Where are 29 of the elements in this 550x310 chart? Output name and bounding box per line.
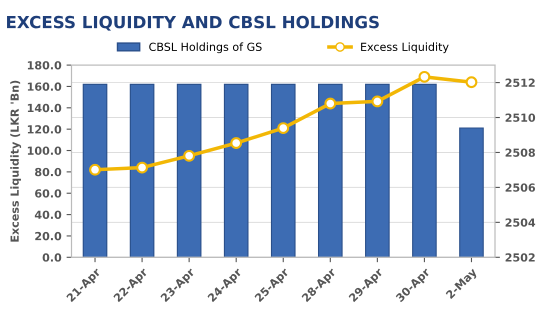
y2-tick-label: 2508: [506, 148, 535, 157]
legend-label: Excess Liquidity: [361, 42, 449, 54]
point: [466, 76, 478, 88]
y-tick-label: 20.0: [35, 232, 62, 240]
y2-tick-label: 2504: [506, 218, 536, 227]
y-tick-label: 140.0: [28, 104, 62, 112]
y2-tick-label: 2506: [506, 183, 536, 192]
y-tick-label: 100.0: [28, 146, 62, 155]
y-tick-label: 160.0: [28, 82, 62, 91]
legend-label: CBSL Holdings of GS: [149, 42, 262, 54]
point: [230, 137, 242, 149]
point: [277, 122, 290, 134]
y2-tick-label: 2502: [506, 253, 535, 262]
y-tick-label: 180.0: [28, 61, 62, 70]
y-tick-label: 40.0: [34, 210, 62, 219]
point: [136, 162, 148, 174]
y-axis-title: Excess Liquidity (LKR 'Bn): [10, 80, 22, 242]
point: [183, 150, 196, 162]
point: [324, 98, 336, 110]
point: [89, 164, 101, 176]
point: [418, 70, 430, 83]
y-tick-label: 0.0: [42, 253, 62, 262]
y2-tick-label: 2510: [506, 113, 536, 122]
point: [371, 96, 384, 108]
y-tick-label: 120.0: [28, 125, 62, 134]
y-tick-label: 80.0: [35, 168, 62, 176]
y-tick-label: 60.0: [35, 189, 62, 198]
y2-tick-label: 2512: [506, 78, 535, 87]
chart-title: EXCESS LIQUIDITY AND CBSL HOLDINGS: [7, 16, 379, 31]
